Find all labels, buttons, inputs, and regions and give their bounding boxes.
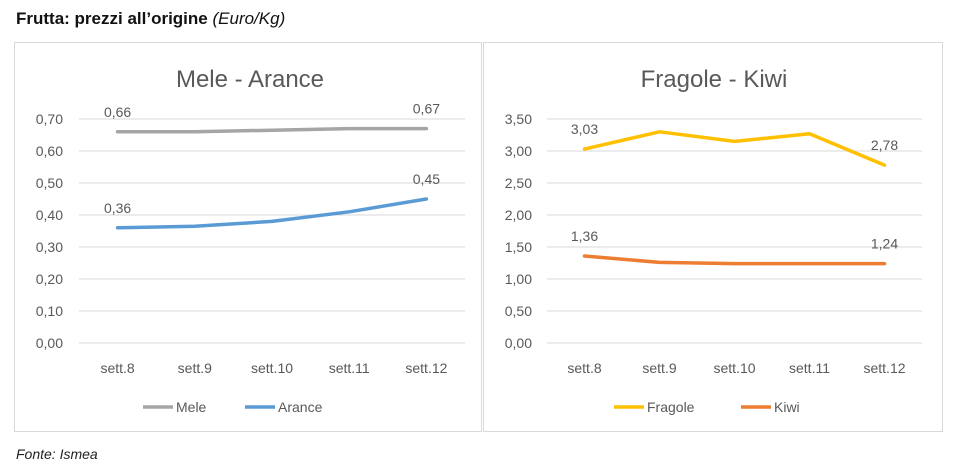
y-tick-label: 2,00: [505, 207, 532, 223]
data-label: 0,67: [413, 101, 440, 117]
figure-unit: (Euro/Kg): [212, 9, 286, 28]
y-tick-label: 0,20: [36, 271, 63, 287]
data-label: 0,66: [104, 104, 131, 120]
chart-fragole-kiwi: Fragole - Kiwi 0,00 0,50 1,00 1,50 2,00 2,50 3,…: [505, 66, 922, 415]
y-tick-label: 1,50: [505, 239, 532, 255]
series-line-fragole: [582, 130, 887, 167]
chart-panel-mele-arance: Mele - Arance 0,00 0,10 0,20 0,30 0,40 0,50 0,6…: [14, 42, 482, 432]
chart-mele-arance: Mele - Arance 0,00 0,10 0,20 0,30 0,40 0,50 0,6…: [36, 66, 465, 415]
legend-label-mele: Mele: [176, 399, 207, 415]
y-tick-label: 0,00: [36, 335, 63, 351]
data-label: 3,03: [571, 121, 598, 137]
y-tick-label: 0,30: [36, 239, 63, 255]
chart-title: Fragole - Kiwi: [641, 66, 788, 93]
x-tick-label: sett.12: [405, 360, 447, 376]
legend-label-fragole: Fragole: [647, 399, 695, 415]
legend-label-kiwi: Kiwi: [774, 399, 800, 415]
x-tick-label: sett.11: [789, 360, 830, 376]
y-tick-label: 3,00: [505, 143, 532, 159]
x-tick-label: sett.9: [642, 360, 676, 376]
y-tick-label: 1,00: [505, 271, 532, 287]
y-tick-label: 3,50: [505, 111, 532, 127]
data-label: 1,24: [871, 236, 898, 252]
figure-title: Frutta: prezzi all’origine: [16, 9, 208, 28]
y-tick-label: 0,50: [36, 175, 63, 191]
data-label: 0,45: [413, 171, 440, 187]
source-note: Fonte: Ismea: [16, 446, 98, 462]
series-line-arance: [115, 197, 429, 230]
chart-title: Mele - Arance: [176, 66, 324, 93]
x-tick-label: sett.9: [178, 360, 212, 376]
y-tick-label: 0,10: [36, 303, 63, 319]
x-tick-label: sett.8: [567, 360, 601, 376]
y-tick-label: 0,60: [36, 143, 63, 159]
series-line-kiwi: [582, 254, 887, 266]
y-tick-label: 0,40: [36, 207, 63, 223]
legend-label-arance: Arance: [278, 399, 323, 415]
figure-heading: Frutta: prezzi all’origine (Euro/Kg): [16, 9, 285, 29]
y-tick-label: 2,50: [505, 175, 532, 191]
y-tick-label: 0,50: [505, 303, 532, 319]
x-tick-label: sett.11: [329, 360, 370, 376]
data-label: 0,36: [104, 200, 131, 216]
x-tick-label: sett.10: [713, 360, 755, 376]
data-label: 1,36: [571, 228, 598, 244]
x-tick-label: sett.12: [863, 360, 905, 376]
y-tick-label: 0,00: [505, 335, 532, 351]
x-tick-label: sett.8: [100, 360, 134, 376]
data-label: 2,78: [871, 137, 898, 153]
y-tick-label: 0,70: [36, 111, 63, 127]
chart-panel-fragole-kiwi: Fragole - Kiwi 0,00 0,50 1,00 1,50 2,00 2,50 3,…: [483, 42, 943, 432]
x-tick-label: sett.10: [251, 360, 293, 376]
